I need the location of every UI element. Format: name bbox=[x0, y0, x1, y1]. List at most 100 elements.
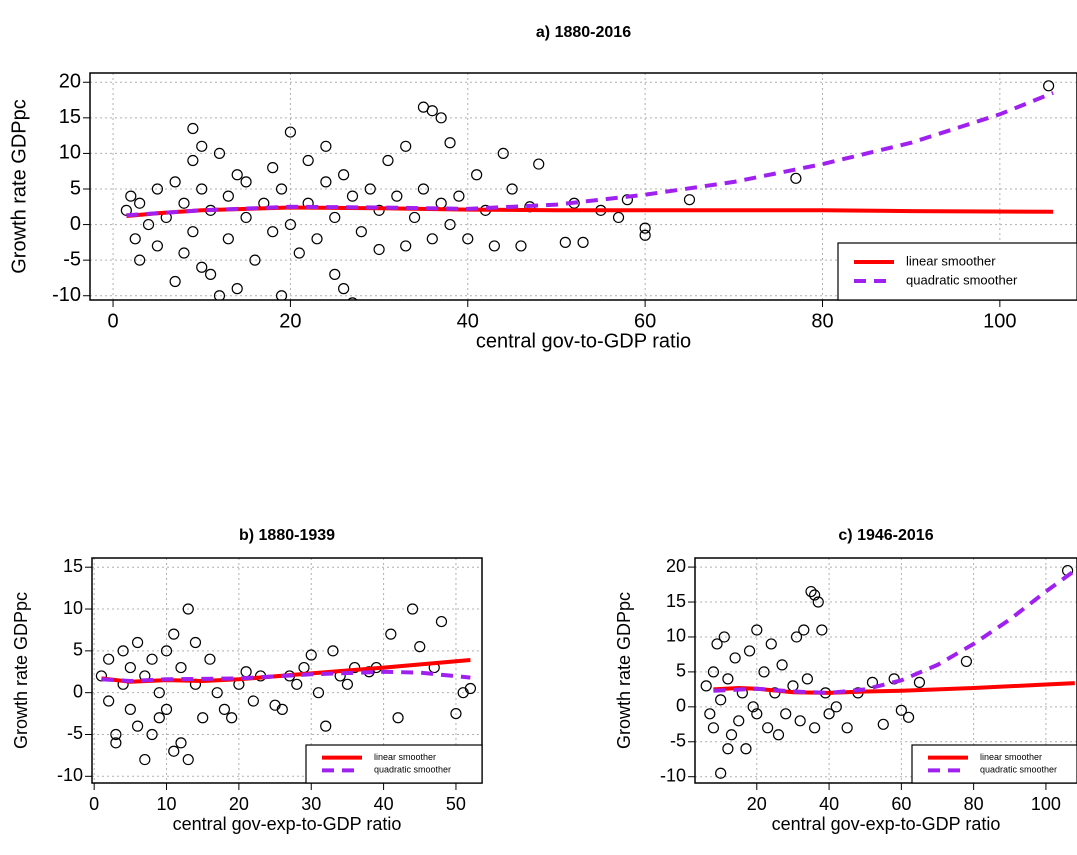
data-point bbox=[392, 712, 404, 724]
legend-label: linear smoother bbox=[906, 253, 996, 268]
data-point bbox=[189, 636, 202, 649]
data-point bbox=[267, 162, 279, 174]
smoother-line bbox=[126, 205, 1054, 218]
data-point bbox=[683, 194, 696, 206]
data-point bbox=[327, 645, 339, 657]
data-point bbox=[196, 261, 208, 273]
data-point bbox=[291, 678, 303, 690]
y-axis-label: Growth rate GDPpc bbox=[8, 99, 30, 274]
data-point bbox=[444, 137, 456, 149]
data-point bbox=[780, 708, 792, 720]
data-point bbox=[444, 218, 456, 231]
x-tick-label: 20 bbox=[229, 794, 249, 814]
data-point bbox=[621, 194, 633, 206]
x-tick-label: 60 bbox=[634, 310, 656, 332]
data-point bbox=[400, 140, 412, 152]
y-tick-label: 5 bbox=[70, 177, 81, 199]
x-tick-label: 50 bbox=[446, 794, 466, 814]
y-tick-label: -10 bbox=[660, 765, 686, 785]
data-point bbox=[729, 652, 741, 664]
data-point bbox=[559, 236, 571, 248]
data-point bbox=[131, 720, 144, 732]
legend-label: linear smoother bbox=[374, 752, 436, 762]
data-point bbox=[226, 712, 238, 724]
data-point bbox=[178, 247, 190, 259]
data-point bbox=[809, 722, 821, 734]
data-point bbox=[169, 275, 181, 288]
data-point bbox=[222, 190, 234, 202]
x-tick-label: 20 bbox=[747, 794, 767, 814]
data-point bbox=[400, 240, 412, 252]
legend-label: quadratic smoother bbox=[980, 765, 1057, 775]
data-point bbox=[704, 708, 716, 720]
chart-title: b) 1880-1939 bbox=[239, 527, 335, 544]
data-point bbox=[175, 737, 187, 749]
data-point bbox=[187, 226, 199, 238]
legend-label: quadratic smoother bbox=[906, 272, 1018, 287]
smoother-line bbox=[713, 681, 1075, 695]
data-point bbox=[211, 687, 223, 699]
data-point bbox=[134, 254, 146, 266]
legend-label: quadratic smoother bbox=[374, 765, 451, 775]
data-point bbox=[408, 211, 421, 224]
data-point bbox=[462, 233, 474, 245]
data-point bbox=[639, 222, 651, 234]
data-point bbox=[725, 729, 738, 741]
data-point bbox=[129, 233, 141, 245]
data-point bbox=[794, 715, 806, 727]
data-point bbox=[205, 268, 217, 280]
data-point bbox=[823, 708, 835, 720]
data-point bbox=[320, 140, 332, 152]
data-point bbox=[182, 603, 194, 615]
data-point bbox=[715, 767, 727, 779]
data-point bbox=[267, 226, 279, 238]
data-point bbox=[124, 703, 136, 715]
data-point bbox=[218, 703, 231, 715]
y-tick-label: -10 bbox=[52, 284, 81, 306]
y-tick-label: 0 bbox=[73, 681, 83, 701]
data-point bbox=[812, 596, 824, 608]
data-point bbox=[231, 169, 243, 181]
data-point bbox=[329, 211, 341, 224]
data-point bbox=[168, 628, 180, 640]
data-point bbox=[715, 694, 727, 706]
data-point bbox=[124, 661, 136, 674]
data-point bbox=[284, 126, 297, 138]
data-point bbox=[187, 154, 199, 167]
data-point bbox=[269, 699, 281, 711]
y-axis-label: Growth rate GDPpc bbox=[11, 592, 31, 749]
data-point bbox=[830, 701, 842, 713]
data-point bbox=[146, 728, 158, 741]
y-tick-label: -5 bbox=[67, 723, 83, 743]
data-point bbox=[103, 695, 115, 707]
x-tick-label: 80 bbox=[964, 794, 984, 814]
data-point bbox=[187, 122, 199, 135]
data-point bbox=[877, 718, 889, 730]
data-point bbox=[222, 233, 234, 245]
data-point bbox=[700, 680, 712, 692]
x-tick-label: 60 bbox=[891, 794, 911, 814]
data-point bbox=[103, 653, 115, 665]
data-point bbox=[417, 183, 430, 195]
data-point bbox=[960, 655, 973, 668]
x-tick-label: 0 bbox=[89, 794, 99, 814]
y-tick-label: 5 bbox=[676, 661, 686, 681]
data-point bbox=[196, 183, 208, 195]
data-point bbox=[110, 737, 122, 749]
data-point bbox=[275, 183, 288, 195]
data-point bbox=[373, 204, 385, 216]
data-point bbox=[293, 247, 305, 259]
data-point bbox=[153, 687, 165, 699]
data-point bbox=[182, 753, 194, 766]
data-point bbox=[841, 722, 853, 734]
data-point bbox=[718, 631, 730, 643]
data-point bbox=[426, 233, 438, 245]
data-point bbox=[816, 624, 828, 636]
data-point bbox=[751, 624, 763, 636]
data-point bbox=[533, 158, 545, 170]
data-point bbox=[801, 673, 813, 685]
data-point bbox=[146, 653, 158, 665]
data-point bbox=[329, 268, 341, 280]
data-point bbox=[168, 745, 180, 757]
